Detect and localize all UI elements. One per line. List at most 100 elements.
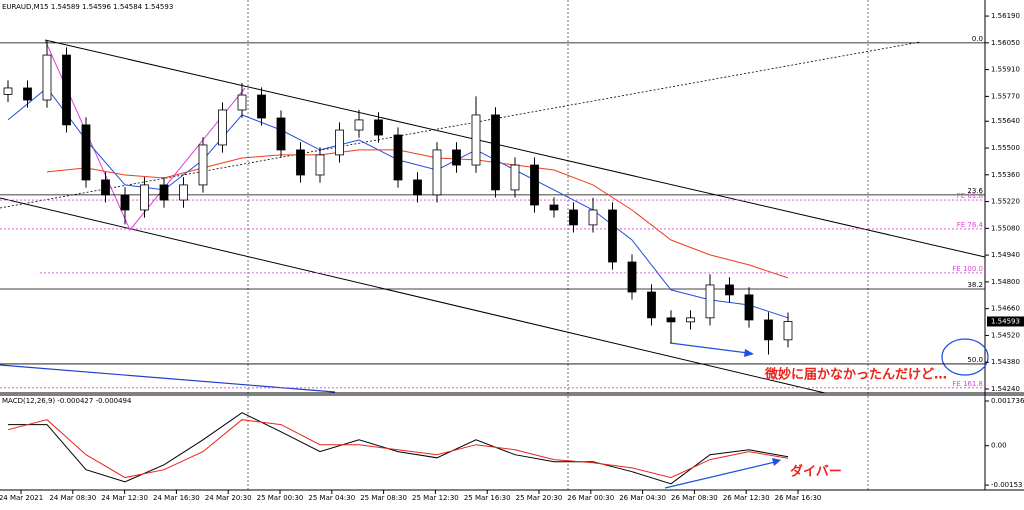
highlight-circle (941, 338, 989, 376)
candle-body (101, 179, 110, 196)
x-tick-label: 26 Mar 08:30 (671, 494, 718, 502)
candle-body (120, 194, 130, 211)
candle-body (374, 119, 383, 136)
macd-main (8, 412, 789, 485)
candle-body (725, 284, 734, 296)
macd-tick-label: 0.001736 (991, 397, 1024, 405)
expansion-label: FE 161.8 (952, 380, 983, 388)
x-tick-label: 25 Mar 12:30 (412, 494, 459, 502)
candle-body (783, 321, 793, 341)
candle-body (686, 317, 695, 323)
fibo-label: 23.6 (967, 187, 983, 195)
candle-body (237, 94, 247, 111)
arrow-head (744, 349, 754, 357)
y-tick-label: 1.55640 (991, 117, 1020, 125)
y-tick-label: 1.56190 (991, 12, 1020, 20)
x-tick-label: 24 Mar 12:30 (101, 494, 148, 502)
candle-body (276, 117, 286, 151)
y-tick-label: 1.56050 (991, 39, 1020, 47)
candle-body (23, 87, 32, 101)
macd-tick-label: 0.00 (991, 442, 1007, 450)
x-tick-label: 24 Mar 08:30 (49, 494, 96, 502)
candle-body (198, 144, 208, 186)
candle-body (569, 209, 578, 226)
candle-body (335, 129, 344, 156)
y-tick-label: 1.55500 (991, 144, 1020, 152)
candle-body (608, 209, 617, 263)
candle-body (62, 54, 71, 126)
macd-tick-label: -0.00153 (991, 481, 1022, 489)
annotation: ダイバー (790, 464, 842, 480)
candle-body (413, 179, 422, 196)
arrow-head (772, 458, 781, 466)
x-tick-label: 24 Mar 2021 (0, 494, 43, 502)
fibo-label: 38.2 (967, 281, 983, 289)
expansion-label: FE 76.4 (957, 221, 984, 229)
current-price: 1.54593 (991, 317, 1020, 325)
candle-body (257, 94, 266, 119)
trend-line (0, 364, 336, 393)
arrow (669, 342, 749, 354)
candle-body (588, 209, 598, 226)
channel-line (0, 197, 826, 394)
x-tick-label: 26 Mar 16:30 (775, 494, 822, 502)
macd-label: MACD(12,26,9) -0.000427 -0.000494 (2, 397, 132, 405)
candle-body (764, 319, 773, 341)
macd-signal (7, 419, 789, 479)
candle-body (549, 204, 559, 211)
candle-body (744, 294, 754, 321)
x-tick-label: 25 Mar 08:30 (360, 494, 407, 502)
candle-body (42, 54, 52, 101)
candle-body (510, 164, 520, 191)
x-tick-label: 25 Mar 16:30 (464, 494, 511, 502)
expansion-label: FE 61.8 (957, 192, 983, 200)
arrow (664, 461, 776, 489)
candle-body (471, 114, 481, 166)
y-tick-label: 1.55080 (991, 224, 1020, 232)
x-tick-label: 24 Mar 16:30 (153, 494, 200, 502)
y-tick-label: 1.55770 (991, 92, 1020, 100)
y-tick-label: 1.54660 (991, 305, 1020, 313)
expansion-label: FE 100.0 (952, 265, 983, 273)
zigzag (44, 39, 246, 231)
candle-body (452, 149, 461, 166)
candle-body (3, 87, 13, 95)
candle-body (81, 124, 91, 181)
y-tick-label: 1.54940 (991, 251, 1020, 259)
fibo-label: 50.0 (967, 356, 983, 364)
x-tick-label: 26 Mar 12:30 (723, 494, 770, 502)
current-price-box (987, 316, 1024, 327)
y-tick-label: 1.54520 (991, 331, 1020, 339)
channel-line (44, 39, 986, 258)
x-tick-label: 24 Mar 20:30 (205, 494, 252, 502)
y-tick-label: 1.54800 (991, 278, 1020, 286)
candle-body (530, 164, 539, 206)
x-tick-label: 26 Mar 00:30 (567, 494, 614, 502)
candle-body (159, 184, 169, 201)
candle-body (666, 317, 676, 323)
candle-body (393, 134, 403, 181)
x-tick-label: 25 Mar 00:30 (257, 494, 304, 502)
candle-body (491, 114, 500, 191)
moving-average (46, 149, 789, 279)
candle-body (432, 149, 442, 196)
y-tick-label: 1.54380 (991, 358, 1020, 366)
candle-body (296, 149, 305, 176)
x-tick-label: 26 Mar 04:30 (619, 494, 666, 502)
y-tick-label: 1.54240 (991, 385, 1020, 393)
candle-body (647, 291, 656, 319)
candle-body (315, 154, 325, 176)
candle-body (354, 119, 364, 131)
header: EURAUD,M15 1.54589 1.54596 1.54584 1.545… (2, 3, 173, 11)
annotation: 微妙に届かなかったんだけど… (764, 367, 947, 383)
candle-body (140, 184, 149, 211)
y-tick-label: 1.55910 (991, 66, 1020, 74)
x-tick-label: 25 Mar 04:30 (308, 494, 355, 502)
y-tick-label: 1.55220 (991, 198, 1020, 206)
candle-body (627, 261, 637, 293)
fibo-label: 0.0 (972, 35, 983, 43)
candle-body (218, 109, 227, 146)
x-tick-label: 25 Mar 20:30 (516, 494, 563, 502)
